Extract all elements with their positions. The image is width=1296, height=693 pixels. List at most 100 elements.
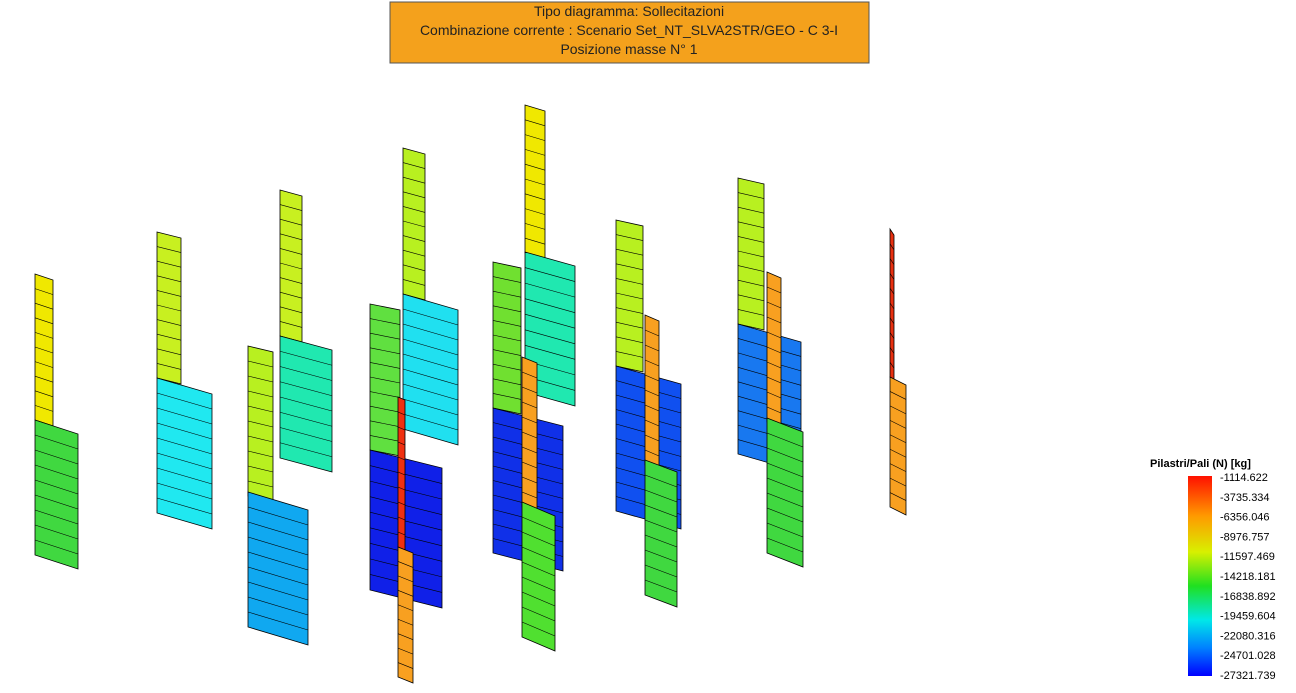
column-strip [397,546,414,684]
hatch-line [279,277,303,284]
hatch-line [369,420,401,428]
hatch-line [644,329,660,337]
hatch-line [615,263,644,271]
hatch-line [402,235,426,242]
hatch-line [34,390,54,398]
hatch-line [889,477,907,487]
column-strip [34,273,54,427]
hatch-line [397,590,414,597]
hatch-line [369,318,401,325]
column-strip [369,303,401,457]
hatch-line [247,360,274,368]
hatch-line [644,419,660,427]
hatch-line [247,480,274,488]
hatch-line [766,447,804,463]
hatch-line [279,442,333,458]
hatch-line [397,501,406,506]
hatch-line [492,334,522,342]
header-line: Posizione masse N° 1 [560,41,697,57]
hatch-line [247,465,274,473]
hatch-line [369,376,401,384]
column-strip [247,345,274,503]
hatch-line [369,391,401,398]
hatch-line [247,506,309,526]
hatch-line [766,301,782,309]
hatch-line [615,351,644,358]
hatch-line [524,345,576,360]
hatch-line [521,476,538,484]
hatch-line [369,332,401,340]
hatch-line [156,304,182,312]
hatch-line [369,347,401,355]
hatch-line [766,522,804,538]
hatch-line [402,413,459,431]
legend-label: -27321.739 [1220,670,1276,682]
hatch-line [402,206,426,213]
legend-label: -3735.334 [1220,492,1270,504]
hatch-line [402,249,426,257]
hatch-line [156,348,182,356]
hatch-line [521,386,538,394]
hatch-line [737,309,765,316]
hatch-line [34,302,54,310]
hatch-line [397,662,414,669]
hatch-line [524,313,576,329]
hatch-line [279,248,303,255]
hatch-line [889,448,907,458]
hatch-line [644,489,678,503]
hatch-line [247,420,274,428]
hatch-line [369,511,443,531]
hatch-line [247,375,274,383]
header-line: Tipo diagramma: Sollecitazioni [534,3,724,19]
hatch-line [889,317,895,324]
hatch-line [889,362,895,369]
hatch-line [156,260,182,268]
hatch-line [402,220,426,228]
column-strip [766,271,782,429]
hatch-line [156,497,213,515]
hatch-line [369,435,401,442]
hatch-line [521,591,556,607]
hatch-line [766,477,804,493]
hatch-line [524,298,576,313]
hatch-line [397,618,414,626]
legend-label: -14218.181 [1220,571,1276,583]
hatch-line [644,579,678,593]
hatch-line [279,350,333,366]
hatch-line [34,449,79,465]
hatch-line [524,208,546,215]
hatch-line [34,317,54,325]
hatch-line [402,368,459,386]
hatch-line [521,516,556,532]
hatch-line [402,162,426,169]
hatch-line [34,539,79,555]
strip-face [247,491,309,646]
column-strip [889,376,907,516]
strip-face [521,501,556,652]
hatch-line [766,346,782,354]
color-bar [1188,476,1212,676]
hatch-line [492,320,522,327]
hatch-line [402,176,426,184]
hatch-line [34,332,54,339]
hatch-line [644,344,660,352]
hatch-line [156,407,213,425]
hatch-line [737,236,765,243]
hatch-line [402,191,426,199]
column-strip [397,396,406,551]
hatch-line [521,621,556,637]
hatch-line [247,566,309,586]
hatch-line [889,302,895,310]
hatch-line [402,264,426,272]
hatch-line [34,434,79,450]
hatch-line [737,250,765,258]
hatch-line [279,233,303,241]
hatch-line [521,576,556,592]
hatch-line [492,393,522,400]
legend: Pilastri/Pali (N) [kg] -1114.622 -3735.33… [1150,458,1276,682]
column-strip [521,501,556,652]
hatch-line [279,291,303,299]
hatch-line [524,119,546,127]
column-strip [766,417,804,568]
hatch-line [402,308,459,326]
